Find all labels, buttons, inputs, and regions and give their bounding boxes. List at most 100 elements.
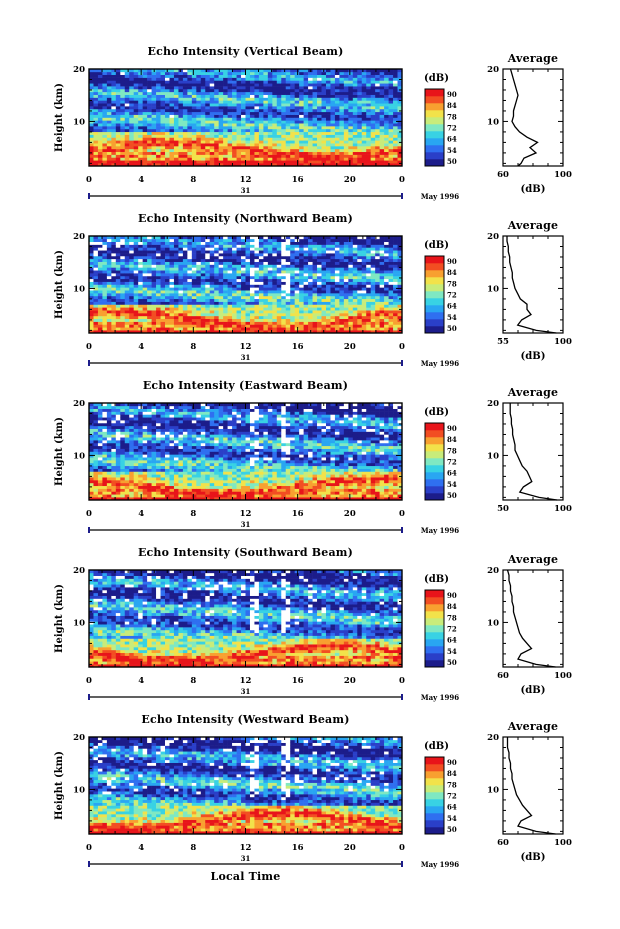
heatmap-cell <box>223 71 228 75</box>
heatmap-cell <box>334 74 340 78</box>
heatmap-cell <box>218 315 224 320</box>
heatmap-cell <box>209 77 215 81</box>
heatmap-cell <box>339 307 345 311</box>
heatmap-cell <box>254 324 260 328</box>
heatmap-cell <box>267 148 273 153</box>
heatmap-cell <box>142 143 148 147</box>
heatmap-cell <box>384 71 389 75</box>
heatmap-cell <box>267 86 273 90</box>
heatmap-cell <box>205 264 211 268</box>
heatmap-cell <box>361 293 367 297</box>
heatmap-cell <box>299 111 304 115</box>
heatmap-cell <box>245 273 251 277</box>
heatmap-cell <box>348 137 354 141</box>
heatmap-cell <box>254 151 260 155</box>
heatmap-cell <box>129 128 135 133</box>
heatmap-cell <box>232 275 237 280</box>
heatmap-cell <box>397 163 403 167</box>
heatmap-cell <box>276 315 282 320</box>
heatmap-cell <box>200 244 206 248</box>
heatmap-cell <box>120 270 126 274</box>
heatmap-cell <box>379 324 385 328</box>
heatmap-cell <box>106 137 112 141</box>
heatmap-cell <box>285 270 291 274</box>
heatmap-cell <box>379 146 385 150</box>
heatmap-cell <box>241 154 246 158</box>
heatmap-cell <box>106 114 112 118</box>
heatmap-cell <box>361 278 367 282</box>
heatmap-cell <box>334 261 340 265</box>
heatmap-cell <box>106 321 112 325</box>
heatmap-cell <box>97 100 103 104</box>
heatmap-cell <box>147 71 152 75</box>
heatmap-cell <box>209 131 215 135</box>
heatmap-cell <box>232 140 237 144</box>
heatmap-cell <box>352 324 358 328</box>
heatmap-cell <box>370 247 376 251</box>
heatmap-cell <box>129 298 135 302</box>
heatmap-cell <box>308 94 313 98</box>
heatmap-cell <box>339 140 345 144</box>
heatmap-cell <box>339 238 345 242</box>
heatmap-cell <box>160 281 166 285</box>
heatmap-cell <box>156 157 161 161</box>
heatmap-cell <box>89 236 94 240</box>
heatmap-cell <box>366 160 371 164</box>
heatmap-cell <box>352 295 358 300</box>
heatmap-cell <box>249 307 255 311</box>
heatmap-cell <box>290 154 295 158</box>
heatmap-cell <box>133 313 139 317</box>
heatmap-cell <box>308 318 313 322</box>
y-tick-label: 10 <box>73 117 85 127</box>
heatmap-cell <box>173 250 179 254</box>
heatmap-cell <box>303 106 309 110</box>
heatmap-cell <box>160 160 166 164</box>
heatmap-cell <box>352 278 358 282</box>
heatmap-cell <box>366 318 371 322</box>
heatmap-cell <box>370 148 376 153</box>
heatmap-cell <box>160 301 166 305</box>
heatmap-cell <box>241 94 246 98</box>
heatmap-cell <box>393 301 398 305</box>
heatmap-cell <box>352 284 358 288</box>
heatmap-cell <box>334 106 340 110</box>
heatmap-cell <box>330 74 336 78</box>
heatmap-cell <box>196 128 202 133</box>
heatmap-cell <box>97 137 103 141</box>
heatmap-cell <box>106 103 112 107</box>
heatmap-cell <box>263 123 269 127</box>
heatmap-cell <box>272 273 278 277</box>
heatmap-cell <box>138 330 143 334</box>
heatmap-cell <box>173 273 179 277</box>
heatmap-cell <box>205 301 211 305</box>
heatmap-cell <box>160 100 166 104</box>
heatmap-cell <box>267 69 273 73</box>
heatmap-cell <box>267 293 273 297</box>
heatmap-cell <box>160 318 166 322</box>
heatmap-cell <box>397 117 403 121</box>
heatmap-cell <box>317 88 322 93</box>
heatmap-cell <box>276 160 282 164</box>
heatmap-cell <box>187 114 193 118</box>
heatmap-cell <box>111 160 117 164</box>
heatmap-cell <box>290 123 295 127</box>
heatmap-cell <box>308 160 313 164</box>
heatmap-cell <box>384 143 389 147</box>
heatmap-cell <box>138 290 143 294</box>
heatmap-cell <box>352 146 358 150</box>
heatmap-cell <box>384 270 389 274</box>
heatmap-cell <box>173 278 179 282</box>
heatmap-cell <box>361 114 367 118</box>
heatmap-cell <box>339 69 345 73</box>
heatmap-cell <box>209 281 215 285</box>
heatmap-cell <box>339 327 345 331</box>
heatmap-cell <box>294 281 300 285</box>
heatmap-cell <box>397 293 403 297</box>
heatmap-cell <box>232 160 237 164</box>
heatmap-cell <box>375 267 380 271</box>
heatmap-cell <box>178 94 184 98</box>
heatmap-cell <box>196 126 202 130</box>
heatmap-cell <box>102 275 108 280</box>
heatmap-cell <box>196 247 202 251</box>
heatmap-cell <box>120 307 126 311</box>
